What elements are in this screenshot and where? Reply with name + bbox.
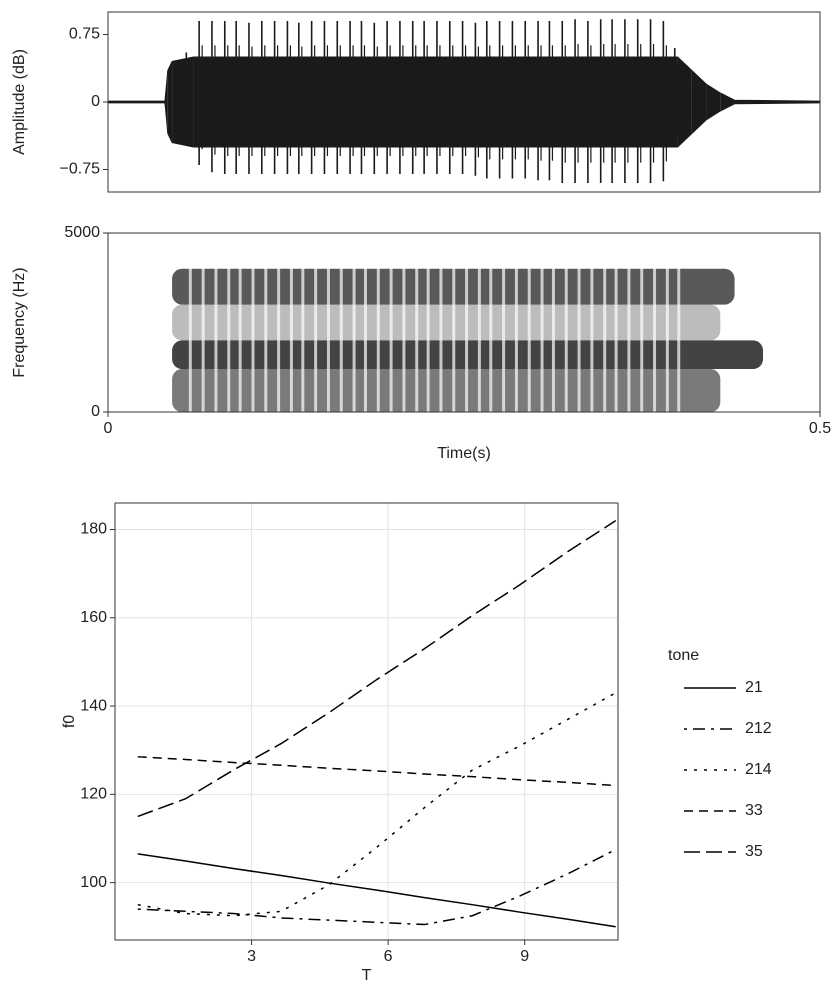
legend-title: tone <box>668 647 699 664</box>
legend-label: 35 <box>745 843 763 860</box>
spectral-band <box>172 304 721 341</box>
y-tick-label: 140 <box>80 697 107 714</box>
x-tick-label: 9 <box>520 948 529 965</box>
y-tick-label: 180 <box>80 521 107 538</box>
y-tick-label: 100 <box>80 874 107 891</box>
x-tick-label: 0.5 <box>809 420 831 437</box>
x-tick-label: 0 <box>104 420 113 437</box>
x-axis-label: T <box>362 967 372 982</box>
line <box>137 853 616 928</box>
frame <box>107 11 821 193</box>
y-axis-label: Frequency (Hz) <box>11 267 28 377</box>
waveform-body <box>108 101 165 103</box>
legend-label: 212 <box>745 720 772 737</box>
waveform-body <box>720 93 735 111</box>
waveform-body <box>172 57 194 147</box>
line <box>137 848 617 926</box>
y-axis-label: f0 <box>61 715 78 728</box>
y-tick-label: 160 <box>80 609 107 626</box>
line <box>137 756 616 787</box>
waveform-body <box>193 57 678 147</box>
x-axis-label: Time(s) <box>437 445 491 462</box>
line <box>137 692 617 917</box>
waveform-body <box>734 100 820 104</box>
waveform-body <box>677 57 692 147</box>
legend-label: 214 <box>745 761 772 778</box>
frame <box>114 502 619 941</box>
y-axis-label: Amplitude (dB) <box>11 49 28 155</box>
waveform-body <box>164 70 168 134</box>
y-tick-label: 0.75 <box>69 26 100 43</box>
legend-label: 33 <box>745 802 763 819</box>
chart-spectrogram: 0 5000 0 0.5 Frequency (Hz) Time(s) <box>11 224 831 462</box>
waveform-body <box>706 84 721 120</box>
x-tick-label: 3 <box>247 948 256 965</box>
legend-label: 21 <box>745 679 763 696</box>
y-tick-label: 5000 <box>64 224 100 241</box>
spectral-band <box>172 369 721 412</box>
y-tick-label: 120 <box>80 786 107 803</box>
y-tick-label: −0.75 <box>60 161 101 178</box>
waveform-body <box>167 61 173 143</box>
y-tick-label: 0 <box>91 93 100 110</box>
frame <box>107 232 821 413</box>
y-tick-label: 0 <box>91 403 100 420</box>
waveform-body <box>691 70 707 134</box>
x-tick-label: 6 <box>384 948 393 965</box>
line <box>137 520 617 818</box>
chart-line: 100 120 140 160 180 3 6 9 f0 T 21 212 214 33 35 tone <box>61 502 772 982</box>
chart-waveform: 0.75 0 −0.75 Amplitude (dB) <box>11 11 821 193</box>
